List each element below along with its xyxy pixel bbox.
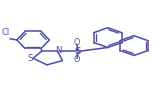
Text: S: S bbox=[75, 47, 81, 56]
Text: S: S bbox=[27, 54, 33, 63]
Text: Cl: Cl bbox=[2, 28, 10, 37]
Text: N: N bbox=[55, 46, 61, 55]
Text: O: O bbox=[74, 55, 80, 64]
Text: O: O bbox=[74, 38, 80, 47]
